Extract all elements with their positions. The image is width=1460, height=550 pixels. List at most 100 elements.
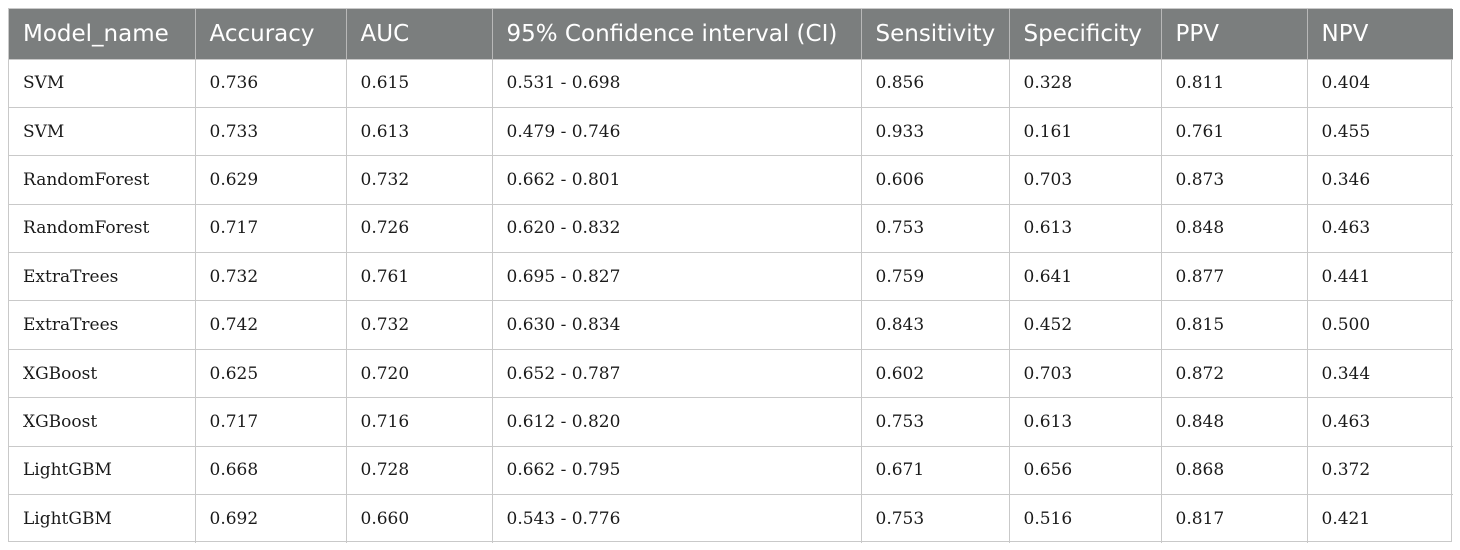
cell-sensitivity: 0.671: [861, 445, 1010, 495]
column-header-auc: AUC: [346, 9, 493, 59]
cell-sensitivity: 0.753: [861, 203, 1010, 253]
cell-confidence-interval: 0.662 - 0.795: [492, 445, 862, 495]
cell-model-name: LightGBM: [9, 445, 196, 495]
cell-npv: 0.421: [1307, 494, 1453, 543]
cell-confidence-interval: 0.612 - 0.820: [492, 397, 862, 447]
cell-confidence-interval: 0.662 - 0.801: [492, 155, 862, 205]
cell-specificity: 0.516: [1009, 494, 1162, 543]
cell-auc: 0.720: [346, 348, 493, 398]
cell-specificity: 0.703: [1009, 155, 1162, 205]
cell-auc: 0.728: [346, 445, 493, 495]
table-row: LightGBM 0.668 0.728 0.662 - 0.795 0.671 0.65…: [9, 445, 1453, 495]
cell-model-name: RandomForest: [9, 155, 196, 205]
cell-confidence-interval: 0.630 - 0.834: [492, 300, 862, 350]
cell-model-name: SVM: [9, 58, 196, 108]
cell-specificity: 0.328: [1009, 58, 1162, 108]
cell-confidence-interval: 0.479 - 0.746: [492, 106, 862, 156]
cell-sensitivity: 0.602: [861, 348, 1010, 398]
cell-auc: 0.726: [346, 203, 493, 253]
cell-confidence-interval: 0.531 - 0.698: [492, 58, 862, 108]
cell-confidence-interval: 0.543 - 0.776: [492, 494, 862, 543]
column-header-sensitivity: Sensitivity: [861, 9, 1010, 59]
results-table-container: Model_name Accuracy AUC 95% Confidence i…: [8, 8, 1453, 543]
cell-sensitivity: 0.933: [861, 106, 1010, 156]
cell-ppv: 0.817: [1161, 494, 1308, 543]
column-header-confidence-interval: 95% Confidence interval (CI): [492, 9, 862, 59]
cell-npv: 0.441: [1307, 252, 1453, 301]
column-header-model-name: Model_name: [9, 9, 196, 59]
cell-model-name: ExtraTrees: [9, 252, 196, 301]
table-row: RandomForest 0.629 0.732 0.662 - 0.801 0.606…: [9, 155, 1453, 205]
cell-model-name: XGBoost: [9, 348, 196, 398]
cell-sensitivity: 0.753: [861, 494, 1010, 543]
cell-accuracy: 0.733: [195, 106, 347, 156]
cell-accuracy: 0.717: [195, 203, 347, 253]
cell-ppv: 0.815: [1161, 300, 1308, 350]
table-row: LightGBM 0.692 0.660 0.543 - 0.776 0.753 0.51…: [9, 494, 1453, 543]
cell-confidence-interval: 0.652 - 0.787: [492, 348, 862, 398]
table-row: XGBoost 0.625 0.720 0.652 - 0.787 0.602 0.703…: [9, 348, 1453, 398]
cell-npv: 0.372: [1307, 445, 1453, 495]
cell-npv: 0.346: [1307, 155, 1453, 205]
cell-model-name: LightGBM: [9, 494, 196, 543]
cell-specificity: 0.452: [1009, 300, 1162, 350]
table-row: ExtraTrees 0.742 0.732 0.630 - 0.834 0.843 0.…: [9, 300, 1453, 350]
cell-specificity: 0.613: [1009, 203, 1162, 253]
cell-npv: 0.463: [1307, 397, 1453, 447]
column-header-accuracy: Accuracy: [195, 9, 347, 59]
cell-ppv: 0.872: [1161, 348, 1308, 398]
model-metrics-table: Model_name Accuracy AUC 95% Confidence i…: [9, 9, 1453, 543]
cell-npv: 0.463: [1307, 203, 1453, 253]
cell-npv: 0.455: [1307, 106, 1453, 156]
table-body: SVM 0.736 0.615 0.531 - 0.698 0.856 0.328 0.81…: [9, 58, 1453, 543]
cell-ppv: 0.811: [1161, 58, 1308, 108]
table-row: SVM 0.736 0.615 0.531 - 0.698 0.856 0.328 0.81…: [9, 58, 1453, 108]
cell-ppv: 0.873: [1161, 155, 1308, 205]
cell-auc: 0.660: [346, 494, 493, 543]
cell-specificity: 0.703: [1009, 348, 1162, 398]
cell-auc: 0.613: [346, 106, 493, 156]
cell-ppv: 0.877: [1161, 252, 1308, 301]
cell-ppv: 0.848: [1161, 203, 1308, 253]
cell-auc: 0.761: [346, 252, 493, 301]
header-row: Model_name Accuracy AUC 95% Confidence i…: [9, 9, 1453, 59]
column-header-specificity: Specificity: [1009, 9, 1162, 59]
cell-auc: 0.716: [346, 397, 493, 447]
cell-accuracy: 0.732: [195, 252, 347, 301]
table-header: Model_name Accuracy AUC 95% Confidence i…: [9, 9, 1453, 59]
table-row: ExtraTrees 0.732 0.761 0.695 - 0.827 0.759 0.…: [9, 252, 1453, 301]
cell-accuracy: 0.625: [195, 348, 347, 398]
cell-specificity: 0.641: [1009, 252, 1162, 301]
table-row: RandomForest 0.717 0.726 0.620 - 0.832 0.753…: [9, 203, 1453, 253]
cell-ppv: 0.761: [1161, 106, 1308, 156]
table-row: SVM 0.733 0.613 0.479 - 0.746 0.933 0.161 0.76…: [9, 106, 1453, 156]
cell-auc: 0.732: [346, 300, 493, 350]
cell-sensitivity: 0.759: [861, 252, 1010, 301]
cell-specificity: 0.161: [1009, 106, 1162, 156]
column-header-ppv: PPV: [1161, 9, 1308, 59]
cell-model-name: SVM: [9, 106, 196, 156]
cell-sensitivity: 0.753: [861, 397, 1010, 447]
cell-accuracy: 0.742: [195, 300, 347, 350]
cell-model-name: ExtraTrees: [9, 300, 196, 350]
cell-accuracy: 0.717: [195, 397, 347, 447]
cell-npv: 0.500: [1307, 300, 1453, 350]
cell-auc: 0.732: [346, 155, 493, 205]
cell-sensitivity: 0.856: [861, 58, 1010, 108]
cell-confidence-interval: 0.620 - 0.832: [492, 203, 862, 253]
cell-specificity: 0.656: [1009, 445, 1162, 495]
cell-ppv: 0.848: [1161, 397, 1308, 447]
table-row: XGBoost 0.717 0.716 0.612 - 0.820 0.753 0.613…: [9, 397, 1453, 447]
cell-model-name: RandomForest: [9, 203, 196, 253]
cell-sensitivity: 0.606: [861, 155, 1010, 205]
column-header-npv: NPV: [1321, 20, 1369, 47]
cell-npv: 0.344: [1307, 348, 1453, 398]
cell-accuracy: 0.668: [195, 445, 347, 495]
cell-model-name: XGBoost: [9, 397, 196, 447]
cell-auc: 0.615: [346, 58, 493, 108]
cell-accuracy: 0.629: [195, 155, 347, 205]
cell-npv: 0.404: [1307, 58, 1453, 108]
cell-accuracy: 0.736: [195, 58, 347, 108]
cell-specificity: 0.613: [1009, 397, 1162, 447]
cell-sensitivity: 0.843: [861, 300, 1010, 350]
